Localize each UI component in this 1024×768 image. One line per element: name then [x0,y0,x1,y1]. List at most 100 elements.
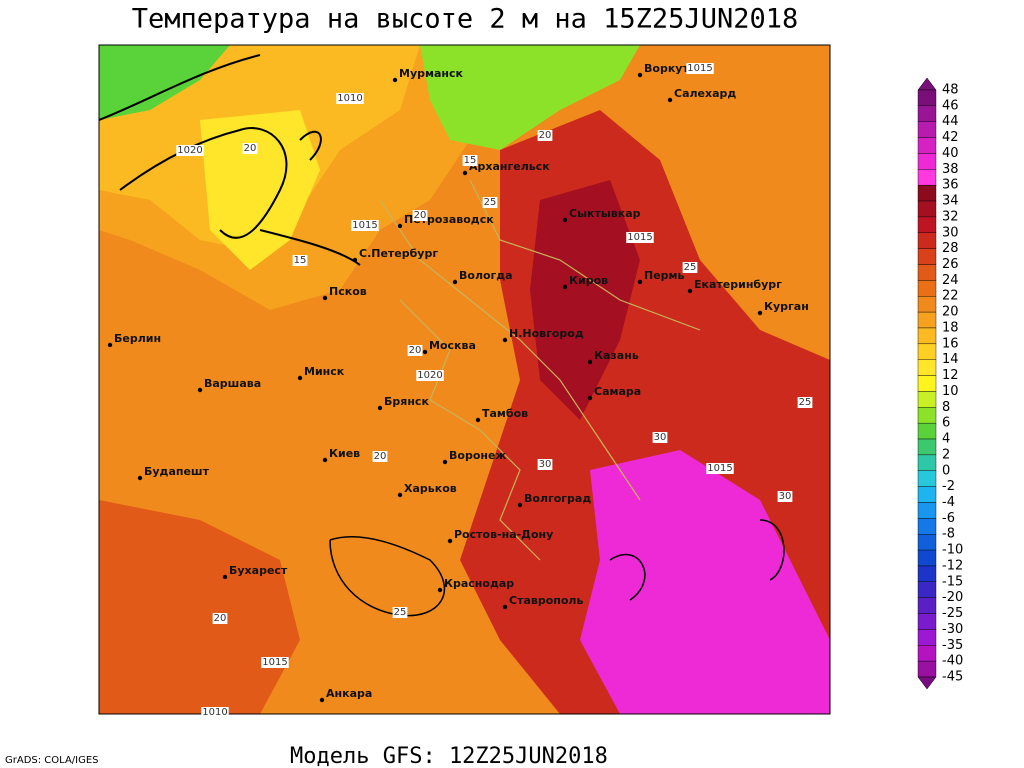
city-label: Вологда [459,269,513,282]
city-label: Будапешт [144,465,210,478]
colorbar-label: -45 [942,670,963,685]
city-label: Брянск [384,395,429,408]
contour-label-box [176,145,204,156]
colorbar-label: 6 [942,416,950,431]
colorbar-swatch [917,121,937,138]
colorbar-swatch [917,391,937,408]
coastline [99,54,361,266]
city-dot [197,387,203,393]
city-dot [475,417,481,423]
city-dot [587,359,593,365]
city-label: Тамбов [482,407,528,420]
cool-zone [200,110,320,270]
contour-label-box [682,262,698,273]
city-label: Бухарест [229,564,288,577]
city-dot [462,170,468,176]
city-label: Минск [304,365,345,378]
colorbar-label: 36 [942,178,959,193]
colorbar-swatch [917,407,937,424]
colorbar-label: -4 [942,495,955,510]
contour-label: 30 [654,432,667,443]
colorbar-label: -15 [942,574,963,589]
contour-label-box [261,657,289,668]
contour-label: 30 [539,459,552,470]
colorbar-label: 30 [942,225,959,240]
city-dot [422,349,428,355]
city-dot [452,279,458,285]
contour-label-box [652,432,668,443]
colorbar-label: -2 [942,479,955,494]
colorbar-label: 34 [942,194,959,209]
colorbar-swatch [917,311,937,329]
very-hot-zone [530,180,640,420]
contour-label: 1015 [352,220,377,231]
city-dot [637,279,643,285]
city-label: Псков [329,285,367,298]
colorbar-swatch [917,216,937,233]
city-label: Мурманск [399,67,464,80]
colorbar-label: 16 [942,336,959,351]
city-label: Варшава [204,377,261,390]
contour-label: 20 [539,130,552,141]
city-dot [517,502,523,508]
colorbar-label: 22 [942,289,959,304]
city-dot [502,337,508,343]
contour-label: 20 [244,143,257,154]
colorbar-label: 42 [942,130,959,145]
colorbar-cap [917,676,937,690]
contour-label-box [706,463,734,474]
city-label: Архангельск [469,160,550,173]
colorbar-swatch [917,200,937,218]
colorbar-swatch [917,534,937,551]
city-label: Курган [764,300,809,313]
colorbar-label: -8 [942,527,955,542]
colorbar-label: 4 [942,432,950,447]
colorbar-swatch [917,169,937,186]
coastline [329,519,785,617]
colorbar-label: -30 [942,622,963,637]
city-dot [637,72,643,78]
city-dot [562,217,568,223]
colorbar-label: 28 [942,241,959,256]
city-label: Киров [569,274,608,287]
colorbar-swatch [917,184,937,202]
contour-label-box [537,130,553,141]
colorbar-label: 14 [942,352,959,367]
colorbar-swatch [917,645,937,662]
city-dot [397,492,403,498]
colorbar-label: -6 [942,511,955,526]
colorbar-label: 38 [942,162,959,177]
colorbar-swatch [917,248,937,265]
colorbar-swatch [917,454,937,471]
contour-label: 1015 [687,63,712,74]
colorbar-label: 12 [942,368,959,383]
contour-label-box [482,197,498,208]
contour-label: 1015 [707,463,732,474]
colorbar-label: -20 [942,590,963,605]
contour-label-box [212,613,228,624]
contour-label-box [626,232,654,243]
contour-label-box [797,397,813,408]
city-dot [322,295,328,301]
colorbar-swatch [917,153,937,170]
city-dot [562,284,568,290]
warm-south-zone [99,500,300,714]
map-frame [98,44,831,715]
contour-label: 1020 [177,145,202,156]
title: Температура на высоте 2 м на 15Z25JUN201… [132,4,798,35]
colorbar-swatch [917,296,937,313]
city-dot [392,77,398,83]
colorbar-swatch [917,581,937,598]
contour-label: 20 [214,613,227,624]
contour-label: 20 [414,210,427,221]
city-dot [297,375,303,381]
contour-label-box [537,459,553,470]
contour-label-box [242,143,258,154]
contour-label: 25 [684,262,697,273]
city-label: Воркута [644,62,696,75]
credit: GrADS: COLA/IGES [5,755,99,766]
city-dot [352,257,358,263]
colorbar-label: 2 [942,447,950,462]
colorbar-label: -10 [942,543,963,558]
